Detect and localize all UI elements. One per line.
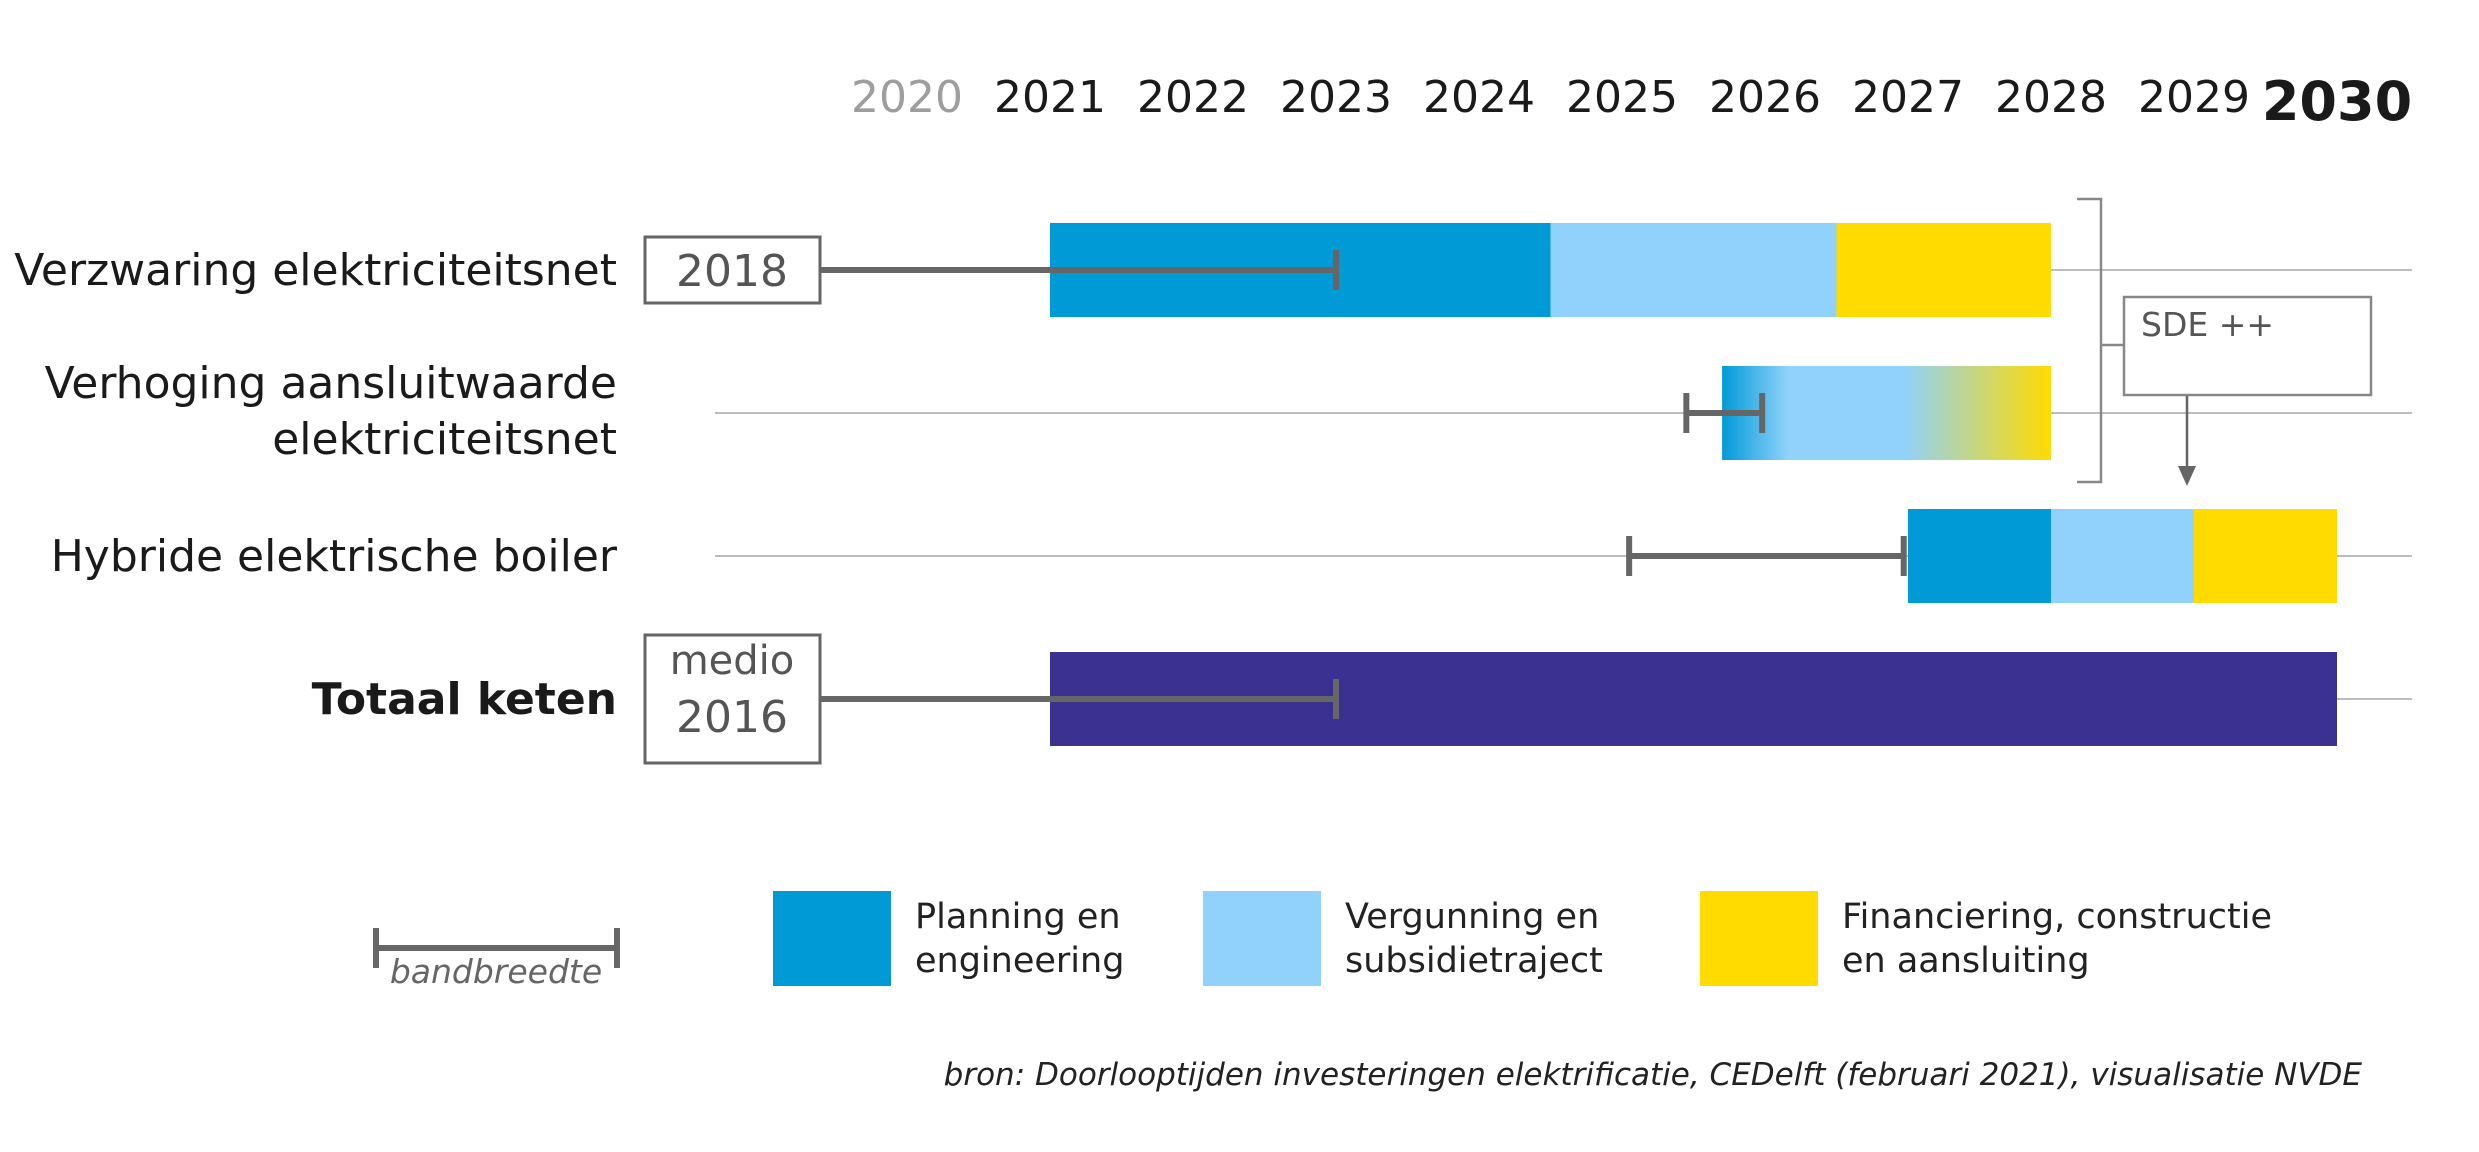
range-legend-label: bandbreedte [390, 952, 602, 991]
year-label-2020: 2020 [851, 72, 963, 123]
bracket [2077, 197, 2124, 484]
legend-text-planning-1: engineering [915, 941, 1124, 981]
sde-box [2122, 295, 2373, 397]
year-label-2023: 2023 [1280, 72, 1392, 123]
sde-label: SDE ++ [2141, 305, 2274, 344]
bar-verhoging [1722, 366, 2051, 460]
start-box-text-totaal-0: medio [670, 638, 795, 684]
legend-swatch-planning [773, 891, 891, 986]
start-year-boxes: 2018 medio 2016 [643, 235, 822, 765]
row-label-hybride-0: Hybride elektrische boiler [51, 531, 618, 582]
row-label-verzwaring-0: Verzwaring elektriciteitsnet [14, 245, 617, 296]
row-labels: Verzwaring elektriciteitsnet Verhoging aa… [14, 245, 618, 725]
year-label-2021: 2021 [994, 72, 1106, 123]
bars [1050, 223, 2337, 746]
bar-hybride-planning [1908, 509, 2051, 603]
bar-hybride-vergunning [2051, 509, 2194, 603]
year-label-2028: 2028 [1995, 72, 2107, 123]
year-label-2024: 2024 [1423, 72, 1535, 123]
year-label-2026: 2026 [1709, 72, 1821, 123]
year-label-2025: 2025 [1566, 72, 1678, 123]
start-box-text-totaal-1: 2016 [676, 692, 788, 743]
legend-text-vergunning-0: Vergunning en [1345, 897, 1599, 937]
year-label-2030: 2030 [2262, 70, 2412, 133]
year-label-2022: 2022 [1137, 72, 1249, 123]
bar-verzwaring-financiering [1836, 223, 2051, 317]
row-label-verhoging-1: elektriciteitsnet [272, 414, 617, 465]
legend-text-financiering-1: en aansluiting [1842, 941, 2090, 981]
year-label-2027: 2027 [1852, 72, 1964, 123]
legend-text-vergunning-1: subsidietraject [1345, 941, 1603, 981]
row-label-totaal-0: Totaal keten [312, 674, 617, 725]
start-box-text-verzwaring-0: 2018 [676, 246, 788, 297]
start-box-totaal [643, 633, 822, 765]
legend-text-financiering-0: Financiering, constructie [1842, 897, 2272, 937]
legend-text-planning-0: Planning en [915, 897, 1121, 937]
source-note: bron: Doorlooptijden investeringen elekt… [944, 1057, 2363, 1093]
sde-arrow-head [2178, 466, 2196, 486]
bar-verzwaring-vergunning [1550, 223, 1837, 317]
start-box-verzwaring [643, 235, 822, 305]
legend-swatch-financiering [1700, 891, 1818, 986]
year-axis: 2020 2021 2022 2023 2024 2025 2026 2027 2028 2029… [851, 70, 2412, 133]
bar-hybride-financiering [2194, 509, 2337, 603]
year-label-2029: 2029 [2138, 72, 2250, 123]
range-legend: bandbreedte [373, 928, 620, 991]
sde-annotation: SDE ++ [2077, 197, 2373, 486]
legend-swatch-vergunning [1203, 891, 1321, 986]
row-label-verhoging-0: Verhoging aansluitwaarde [45, 358, 617, 409]
range-whiskers [820, 250, 1907, 719]
